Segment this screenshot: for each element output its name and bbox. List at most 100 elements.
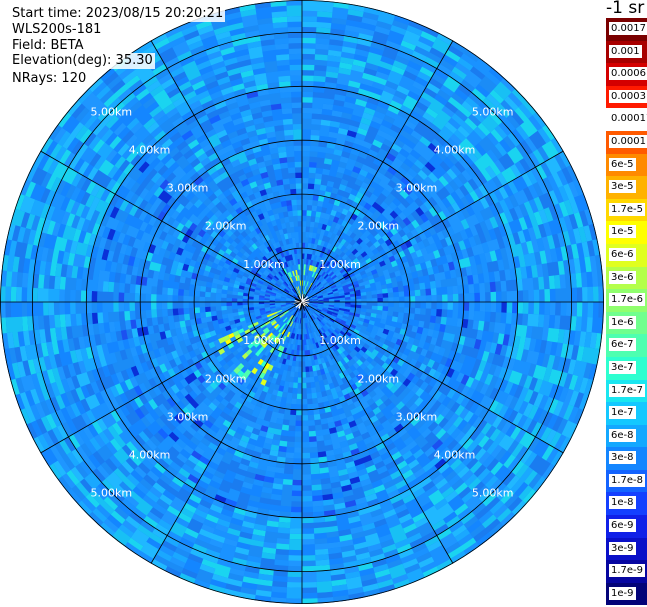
ring-distance-label: 1.00km bbox=[243, 334, 285, 347]
colorbar-cell: 1.7e-5 bbox=[606, 198, 647, 222]
beta-gate-cells bbox=[0, 10, 604, 604]
ring-distance-label: 5.00km bbox=[91, 487, 133, 500]
colorbar-tick-label: 3e-6 bbox=[609, 270, 636, 284]
colorbar-tick-label: 6e-6 bbox=[609, 247, 636, 261]
colorbar-cell: 6e-5 bbox=[606, 153, 647, 177]
ring-distance-label: 3.00km bbox=[167, 182, 209, 195]
colorbar-tick-label: 1e-8 bbox=[609, 496, 636, 510]
colorbar-cell: 6e-6 bbox=[606, 243, 647, 267]
colorbar-tick-label: 1.7e-6 bbox=[609, 293, 646, 307]
colorbar-cell: 1.7e-8 bbox=[606, 469, 647, 493]
beta-gate-cells bbox=[9, 11, 604, 603]
range-labels: 1.00km 1.00km 1.00km 1.00km 2.00km 2.00km 2.00… bbox=[91, 105, 514, 499]
center-clutter bbox=[301, 299, 310, 303]
ring-distance-label: 2.00km bbox=[205, 372, 247, 385]
colorbar-cell: 0.0006 bbox=[606, 63, 647, 86]
ring-distance-label: 1.00km bbox=[319, 334, 361, 347]
azimuth-spoke bbox=[150, 40, 303, 303]
colorbar-units-label: -1 sr bbox=[606, 0, 645, 18]
colorbar-cell: 6e-7 bbox=[606, 334, 647, 357]
center-clutter bbox=[293, 301, 303, 305]
colorbar-tick-label: 0.0001 bbox=[609, 134, 647, 148]
colorbar-cell: 1.7e-6 bbox=[606, 289, 647, 312]
colorbar-cell: 6e-8 bbox=[606, 424, 647, 448]
azimuth-spoke bbox=[301, 301, 564, 454]
colorbar-cell: 3e-8 bbox=[606, 447, 647, 470]
colorbar-cell: 1e-5 bbox=[606, 221, 647, 244]
colorbar-cell: 3e-7 bbox=[606, 356, 647, 380]
ring-distance-label: 5.00km bbox=[472, 105, 514, 118]
colorbar-cell: 6e-9 bbox=[606, 515, 647, 538]
azimuth-spoke bbox=[301, 301, 454, 564]
colorbar-tick-label: 0.00017 bbox=[609, 112, 647, 126]
azimuth-spoke bbox=[150, 301, 303, 564]
colorbar-tick-label: 1.7e-9 bbox=[609, 564, 646, 578]
colorbar-cell: 1e-7 bbox=[606, 402, 647, 425]
ring-distance-label: 2.00km bbox=[358, 372, 400, 385]
colorbar-cell: 1e-6 bbox=[606, 311, 647, 335]
ring-distance-label: 4.00km bbox=[129, 144, 171, 157]
azimuth-spoke bbox=[40, 301, 303, 454]
colorbar-tick-label: 6e-7 bbox=[609, 338, 636, 352]
center-clutter bbox=[301, 295, 304, 303]
ring-distance-label: 4.00km bbox=[434, 449, 476, 462]
colorbar-cell: 0.0003 bbox=[606, 85, 647, 109]
center-clutter bbox=[300, 301, 303, 310]
colorbar-cell: 1.7e-7 bbox=[606, 379, 647, 403]
colorbar-tick-label: 6e-9 bbox=[609, 519, 636, 533]
colorbar-cell: 1e-8 bbox=[606, 492, 647, 516]
ring-distance-label: 1.00km bbox=[243, 258, 285, 271]
center-clutter bbox=[295, 301, 303, 308]
ppi-plot: 1.00km 1.00km 1.00km 1.00km 2.00km 2.00km 2.00… bbox=[0, 0, 604, 604]
colorbar-tick-label: 6e-5 bbox=[609, 157, 636, 171]
colorbar-cell: 1.7e-9 bbox=[606, 560, 647, 583]
start-time-text: Start time: 2023/08/15 20:20:21 bbox=[10, 6, 226, 22]
colorbar-cell: 3e-9 bbox=[606, 537, 647, 561]
colorbar-tick-label: 3e-8 bbox=[609, 451, 636, 465]
colorbar-cell: 3e-5 bbox=[606, 176, 647, 199]
colorbar: 0.0017 0.001 0.0006 0.0003 0.00017 0.0001 6e-5… bbox=[606, 18, 647, 606]
colorbar-tick-label: 6e-8 bbox=[609, 428, 636, 442]
colorbar-tick-label: 1e-5 bbox=[609, 225, 636, 239]
colorbar-tick-label: 3e-5 bbox=[609, 180, 636, 194]
colorbar-cell: 0.001 bbox=[606, 40, 647, 64]
ring-distance-label: 2.00km bbox=[205, 220, 247, 233]
azimuth-spoke bbox=[301, 150, 564, 303]
colorbar-tick-label: 0.0017 bbox=[609, 22, 647, 35]
elevation-text: Elevation(deg): 35.30 bbox=[10, 53, 155, 69]
ring-distance-label: 3.00km bbox=[396, 410, 438, 423]
ring-distance-label: 4.00km bbox=[434, 144, 476, 157]
ring-distance-label: 5.00km bbox=[472, 487, 514, 500]
colorbar-tick-label: 1.7e-7 bbox=[609, 383, 646, 397]
ring-distance-label: 3.00km bbox=[167, 410, 209, 423]
beta-gate-cells bbox=[0, 0, 588, 604]
colorbar-cell: 0.00017 bbox=[606, 108, 647, 131]
nrays-text: NRays: 120 bbox=[10, 71, 89, 87]
colorbar-cell: 3e-6 bbox=[606, 266, 647, 290]
ring-distance-label: 5.00km bbox=[91, 105, 133, 118]
colorbar-tick-label: 1e-7 bbox=[609, 406, 636, 420]
colorbar-tick-label: 1.7e-8 bbox=[609, 473, 646, 487]
colorbar-tick-label: 3e-9 bbox=[609, 541, 636, 555]
colorbar-tick-label: 1e-9 bbox=[609, 586, 636, 600]
azimuth-spoke bbox=[301, 40, 454, 303]
ring-distance-label: 3.00km bbox=[396, 182, 438, 195]
colorbar-tick-label: 0.0006 bbox=[609, 67, 647, 81]
colorbar-cell: 0.0017 bbox=[606, 18, 647, 41]
instrument-text: WLS200s-181 bbox=[10, 22, 104, 38]
center-clutter bbox=[295, 298, 303, 303]
ring-distance-label: 1.00km bbox=[319, 258, 361, 271]
ring-distance-label: 2.00km bbox=[358, 220, 400, 233]
colorbar-tick-label: 0.001 bbox=[609, 44, 642, 58]
colorbar-cell: 0.0001 bbox=[606, 130, 647, 154]
colorbar-tick-label: 3e-7 bbox=[609, 360, 636, 374]
colorbar-tick-label: 0.0003 bbox=[609, 89, 647, 103]
ring-distance-label: 4.00km bbox=[129, 449, 171, 462]
center-clutter bbox=[297, 295, 303, 303]
colorbar-cell: 1e-9 bbox=[606, 582, 647, 606]
center-clutter bbox=[301, 301, 309, 306]
azimuth-spoke bbox=[40, 150, 303, 303]
range-grid bbox=[0, 0, 604, 604]
field-text: Field: BETA bbox=[10, 38, 86, 54]
colorbar-tick-label: 1.7e-5 bbox=[609, 202, 646, 216]
